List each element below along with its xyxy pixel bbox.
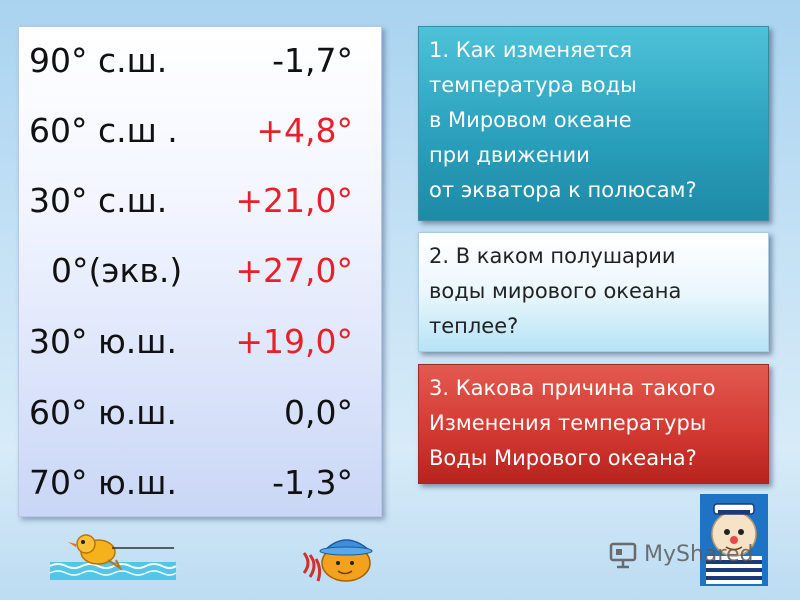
question-line: 1. Как изменяется — [429, 38, 633, 62]
temperature-value: 0,0° — [284, 393, 353, 432]
question-line: от экватора к полюсам? — [429, 178, 697, 202]
watermark-text: MyShared — [644, 542, 754, 567]
temperature-value: +19,0° — [235, 322, 353, 361]
question-line: в Мировом океане — [429, 108, 632, 132]
latitude-label: 0°(экв.) — [51, 251, 183, 290]
latitude-label: 60° с.ш . — [29, 111, 178, 150]
table-row: 0°(экв.) +27,0° — [19, 241, 381, 301]
hat-character-clipart-icon — [302, 539, 373, 582]
swimmer-clipart-icon — [50, 534, 177, 580]
question-line: теплее? — [429, 314, 519, 338]
table-row: 70° ю.ш. -1,3° — [19, 453, 381, 513]
question-line: воды мирового океана — [429, 279, 682, 303]
temperature-value: -1,7° — [272, 41, 353, 80]
latitude-label: 60° ю.ш. — [29, 393, 177, 432]
table-row: 30° ю.ш. +19,0° — [19, 312, 381, 372]
question-line: 3. Какова причина такого — [429, 376, 716, 400]
presentation-icon — [609, 542, 637, 569]
question-line: Воды Мирового океана? — [429, 446, 697, 470]
table-row: 30° с.ш. +21,0° — [19, 171, 381, 231]
table-row: 60° с.ш . +4,8° — [19, 101, 381, 161]
latitude-label: 30° ю.ш. — [29, 322, 177, 361]
temperature-value: +4,8° — [256, 111, 353, 150]
latitude-label: 70° ю.ш. — [29, 463, 177, 502]
question-line: при движении — [429, 143, 590, 167]
temperature-table: 90° с.ш. -1,7° 60° с.ш . +4,8° 30° с.ш. … — [18, 26, 382, 517]
question-line: температура воды — [429, 73, 637, 97]
latitude-label: 90° с.ш. — [29, 41, 168, 80]
temperature-value: +21,0° — [235, 181, 353, 220]
question-line: Изменения температуры — [429, 411, 707, 435]
latitude-label: 30° с.ш. — [29, 181, 168, 220]
question-3-box: 3. Какова причина такого Изменения темпе… — [418, 364, 769, 484]
table-row: 90° с.ш. -1,7° — [19, 31, 381, 91]
sailor-character-clipart-icon — [700, 494, 768, 586]
question-line: 2. В каком полушарии — [429, 244, 676, 268]
temperature-value: -1,3° — [272, 463, 353, 502]
question-2-box: 2. В каком полушарии воды мирового океан… — [418, 232, 769, 352]
question-1-box: 1. Как изменяется температура воды в Мир… — [418, 26, 769, 221]
temperature-value: +27,0° — [235, 251, 353, 290]
table-row: 60° ю.ш. 0,0° — [19, 383, 381, 443]
watermark: MyShared — [608, 538, 753, 572]
